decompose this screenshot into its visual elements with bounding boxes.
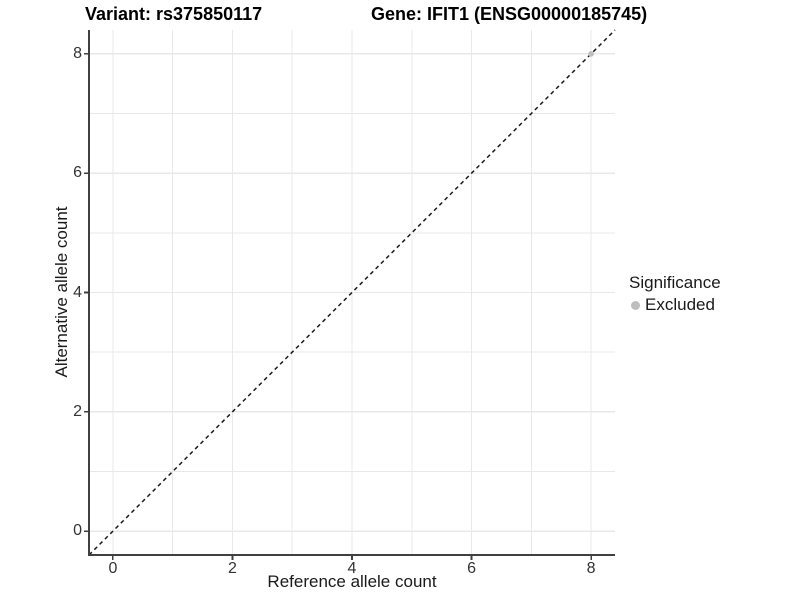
identity-dashed-line (88, 29, 616, 556)
y-tick-label-8: 8 (73, 44, 82, 62)
data-point (588, 51, 594, 57)
y-tick-label-2: 2 (73, 402, 82, 420)
x-axis-title: Reference allele count (267, 572, 437, 591)
plot-title-variant: Variant: rs375850117 (85, 4, 263, 24)
y-tick-label-6: 6 (73, 164, 82, 182)
x-tick-label-6: 6 (467, 560, 476, 577)
x-tick-label-2: 2 (228, 560, 237, 577)
x-tick-label-8: 8 (586, 560, 596, 577)
x-tick-label-4: 4 (347, 560, 357, 577)
y-tick-label-4: 4 (73, 283, 82, 301)
legend: Significance Excluded (629, 273, 721, 315)
legend-title: Significance (629, 273, 721, 292)
plot-title-gene: Gene: IFIT1 (ENSG00000185745) (371, 4, 648, 24)
legend-item-label: Excluded (645, 295, 715, 314)
y-tick-label-0: 0 (73, 522, 82, 540)
x-tick-label-0: 0 (108, 560, 118, 577)
legend-item-excluded: Excluded (631, 295, 721, 315)
legend-key-dot-icon (631, 300, 640, 310)
